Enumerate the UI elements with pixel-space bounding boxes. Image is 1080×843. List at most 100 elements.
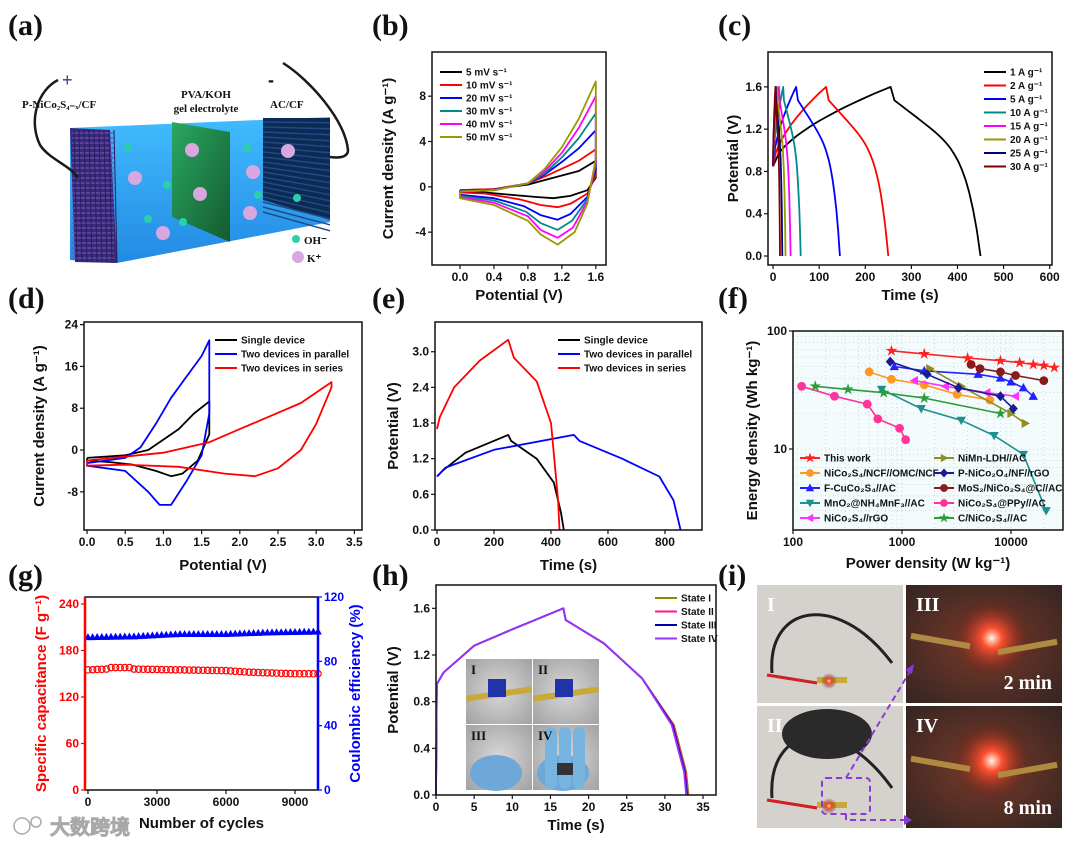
g-series-coulombic-efficiency-marker — [309, 627, 318, 635]
g-series-coulombic-efficiency-marker — [84, 633, 92, 641]
g-series-coulombic-efficiency-marker — [153, 631, 161, 639]
f-series-nico-s-ncf-omc-ncf-marker — [887, 374, 896, 384]
g-series-specific-capacitance-marker — [304, 669, 313, 678]
y-tick-label: 0.8 — [745, 164, 762, 178]
g-series-specific-capacitance-marker — [180, 666, 189, 674]
device — [555, 679, 573, 697]
g-series-coulombic-efficiency-marker — [125, 632, 134, 640]
legend-label: State IV — [681, 634, 718, 645]
x-tick-label: 5 — [471, 800, 478, 814]
legend-marker — [940, 499, 948, 507]
g-series-specific-capacitance-marker — [162, 665, 170, 674]
series-group — [86, 339, 333, 506]
legend-item-mno-nh-mnf-ac: MnO₂@NH₄MnF₃//AC — [800, 499, 925, 510]
chart-panel-h: 0 5 10 15 20 25 30 35 0.0 0.4 0.8 1.2 1.6 Time (s) Pot… — [385, 584, 718, 834]
legend-marker — [806, 469, 814, 477]
g-series-coulombic-efficiency-marker — [258, 628, 267, 636]
b-series-50-mv-s — [459, 80, 597, 246]
legend-item-state-i: State I — [655, 594, 711, 605]
g-series-coulombic-efficiency-marker — [281, 628, 290, 636]
x-tick-label: 6000 — [213, 795, 240, 809]
x-tick-label: 100 — [783, 535, 803, 549]
g-series-coulombic-efficiency-marker — [291, 627, 299, 635]
inset-photo-ii: II — [532, 659, 600, 724]
legend-item-20-a-g: 20 A g⁻¹ — [984, 135, 1049, 146]
chart-panel-b: 0.0 0.4 0.8 1.2 1.6 -4 0 4 8 Potential (V) Current… — [380, 51, 607, 304]
legend-label: State II — [681, 607, 714, 618]
x-axis-label: Number of cycles — [139, 815, 264, 832]
f-series-mno-nh-mnf-ac-marker — [1018, 450, 1029, 460]
f-series-f-cuco-s-ac-marker — [1028, 391, 1038, 400]
legend-marker — [804, 452, 816, 463]
legend-item-nico-s-rgo: NiCo₂S₄//rGO — [800, 514, 888, 525]
photo-label: III — [916, 594, 940, 616]
panel-label-b: (b) — [372, 9, 409, 42]
g-series-coulombic-efficiency-marker — [107, 632, 115, 640]
f-series-mos-nico-s-c-ac-marker — [1039, 376, 1049, 385]
f-series-nimn-ldh-ac-marker — [926, 363, 935, 374]
panel-label-c: (c) — [718, 9, 751, 42]
photo-ii: II — [757, 706, 903, 828]
f-series-this-work-marker — [918, 347, 931, 359]
y-right-tick-label: 80 — [324, 654, 338, 668]
g-series-specific-capacitance-marker — [111, 663, 120, 672]
panel-label-a: (a) — [8, 9, 43, 42]
legend-item-state-ii: State II — [655, 607, 714, 618]
x-axis-label: Potential (V) — [475, 287, 563, 304]
y-tick-label: 2.4 — [412, 380, 429, 394]
panel-label-f: (f) — [718, 282, 748, 315]
legend-label: NiCo₂S₄@PPy//AC — [958, 499, 1046, 510]
x-tick-label: 10000 — [994, 535, 1028, 549]
legend-label: NiMn-LDH//AC — [958, 454, 1026, 465]
g-series-coulombic-efficiency-marker — [254, 628, 263, 636]
g-series-coulombic-efficiency-marker — [231, 629, 240, 637]
k-ion — [193, 187, 207, 201]
x-tick-label: 800 — [655, 535, 675, 549]
y-tick-label: 1.2 — [745, 122, 762, 136]
legend: This work NiCo₂S₄/NCF//OMC/NCF F-CuCo₂S₄//… — [800, 452, 1063, 525]
legend-label: NiCo₂S₄/NCF//OMC/NCF — [824, 469, 939, 480]
chart-panel-c: 0 100 200 300 400 500 600 0.0 0.4 0.8 1.2 1.6 Time (… — [725, 51, 1060, 304]
y-axis-label: Current density (A g⁻¹) — [380, 78, 397, 240]
panel-label-g: (g) — [8, 559, 43, 592]
g-series-specific-capacitance-marker — [300, 669, 308, 678]
f-series-nico-s-ppy-ac-marker — [797, 381, 807, 391]
legend-item-30-a-g: 30 A g⁻¹ — [984, 162, 1049, 173]
legend: Single device Two devices in parallel Two … — [558, 336, 692, 375]
g-series-specific-capacitance — [84, 663, 322, 678]
legend-label: NiCo₂S₄//rGO — [824, 514, 888, 525]
g-series-specific-capacitance-marker — [240, 668, 249, 676]
legend-item-this-work: This work — [800, 452, 871, 465]
legend-item-two-devices-in-parallel: Two devices in parallel — [215, 350, 349, 361]
legend-item-single-device: Single device — [215, 336, 305, 347]
g-series-coulombic-efficiency-marker — [171, 630, 180, 638]
y-tick-label: 10 — [774, 442, 788, 456]
photo-label: II — [767, 715, 783, 737]
f-series-mno-nh-mnf-ac-marker — [1041, 507, 1051, 516]
f-series-mno-nh-mnf-ac-marker — [916, 405, 926, 414]
g-series-coulombic-efficiency — [84, 627, 322, 641]
g-series-coulombic-efficiency-marker — [176, 629, 184, 637]
g-series-specific-capacitance-marker — [277, 669, 285, 678]
inset-photo-iii: III — [466, 725, 532, 791]
legend-item-single-device: Single device — [558, 336, 648, 347]
legend-label: 40 mV s⁻¹ — [466, 120, 513, 131]
g-series-coulombic-efficiency-marker — [88, 633, 97, 641]
x-tick-label: 3.5 — [346, 535, 363, 549]
g-series-coulombic-efficiency-marker — [162, 630, 171, 638]
arrow-head-icon — [905, 664, 914, 674]
x-tick-label: 2.0 — [231, 535, 248, 549]
photo-time-caption: 2 min — [1004, 672, 1052, 694]
x-tick-label: 500 — [994, 270, 1014, 284]
x-tick-label: 1.0 — [155, 535, 172, 549]
legend-label: 20 A g⁻¹ — [1010, 135, 1049, 146]
x-tick-label: 300 — [901, 270, 921, 284]
y-tick-label: 3.0 — [412, 345, 429, 359]
e-series-two-devices-in-parallel — [436, 433, 682, 531]
g-series-coulombic-efficiency-marker — [272, 628, 281, 636]
x-tick-label: 0 — [770, 270, 777, 284]
f-series-mos-nico-s-c-ac-marker — [996, 367, 1005, 377]
legend-label: F-CuCo₂S₄//AC — [824, 484, 896, 495]
alligator-clip — [997, 761, 1058, 779]
